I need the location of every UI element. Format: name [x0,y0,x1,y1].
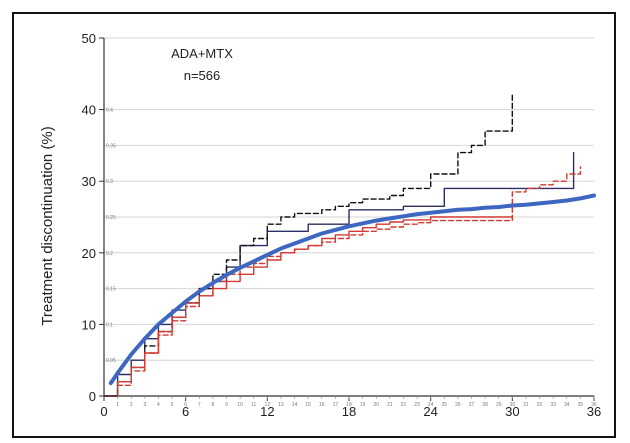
y-minor-label: 0.35 [106,143,116,149]
y-tick-label: 30 [82,174,96,189]
x-minor-label: 18 [346,402,352,408]
x-minor-label: 19 [360,402,366,408]
series-line-3 [103,216,513,397]
x-tick-label: 30 [505,404,519,419]
x-minor-label: 13 [278,402,284,408]
x-tick-label: 0 [100,404,107,419]
x-minor-label: 8 [211,402,214,408]
y-minor-label: 0.25 [106,215,116,221]
y-minor-label: 0.2 [106,251,113,257]
x-minor-label: 15 [305,402,311,408]
x-minor-label: 16 [319,402,325,408]
x-minor-label: 7 [198,402,201,408]
x-tick-label: 12 [260,404,274,419]
grid-layer [104,37,594,361]
y-axis-label: Treatment discontinuation (%) [39,126,56,326]
x-minor-label: 24 [428,402,434,408]
x-minor-label: 9 [225,402,228,408]
y-tick-label: 10 [82,317,96,332]
x-minor-label: 28 [482,402,488,408]
annotation-line-1: ADA+MTX [171,46,233,61]
x-minor-label: 20 [373,402,379,408]
chart: 0 10 20 30 40 50 0.05 0.1 0.15 0.2 0.25 0.3 0.35 0.4 0… [39,31,602,419]
series-line-1 [103,151,575,397]
x-minor-label: 4 [157,402,160,408]
y-tick-label: 40 [82,103,96,118]
x-minor-label: 33 [550,402,556,408]
x-minor-label: 21 [387,402,393,408]
axis-layer: 0 10 20 30 40 50 0.05 0.1 0.15 0.2 0.25 0.3 0.35 0.4 0… [82,31,602,419]
y-minor-label: 0.05 [106,358,116,364]
x-minor-label: 11 [251,402,256,408]
y-tick-label: 0 [89,389,96,404]
y-minor-label: 0.4 [106,108,113,114]
x-minor-label: 6 [184,402,187,408]
y-tick-label: 20 [82,246,96,261]
x-minor-label: 14 [292,402,298,408]
x-minor-label: 2 [130,402,133,408]
x-minor-label: 32 [537,402,543,408]
series-layer [103,94,596,397]
y-minor-label: 0.15 [106,287,116,293]
x-minor-label: 34 [564,402,570,408]
x-minor-label: 23 [414,402,420,408]
series-line-0 [108,193,596,386]
x-minor-label: 26 [455,402,461,408]
x-minor-label: 1 [116,402,119,408]
x-minor-label: 12 [265,402,271,408]
y-tick-label: 50 [82,31,96,46]
x-tick-label: 24 [423,404,437,419]
chart-frame: 0 10 20 30 40 50 0.05 0.1 0.15 0.2 0.25 0.3 0.35 0.4 0… [12,12,616,438]
x-minor-label: 3 [143,402,146,408]
x-tick-label: 18 [342,404,356,419]
x-tick-label: 6 [182,404,189,419]
x-minor-label: 22 [401,402,407,408]
x-minor-label: 17 [333,402,339,408]
x-minor-label: 27 [469,402,475,408]
x-tick-label: 36 [587,404,601,419]
y-minor-label: 0.1 [106,322,113,328]
annotation-line-2: n=566 [184,68,221,83]
x-minor-label: 36 [591,402,597,408]
x-minor-label: 31 [523,402,529,408]
x-minor-label: 10 [237,402,243,408]
x-minor-label: 29 [496,402,502,408]
x-minor-label: 35 [578,402,584,408]
y-minor-label: 0.3 [106,179,113,185]
x-minor-label: 25 [441,402,447,408]
x-minor-label: 5 [171,402,174,408]
x-minor-label: 30 [510,402,516,408]
series-line-4 [103,166,582,397]
